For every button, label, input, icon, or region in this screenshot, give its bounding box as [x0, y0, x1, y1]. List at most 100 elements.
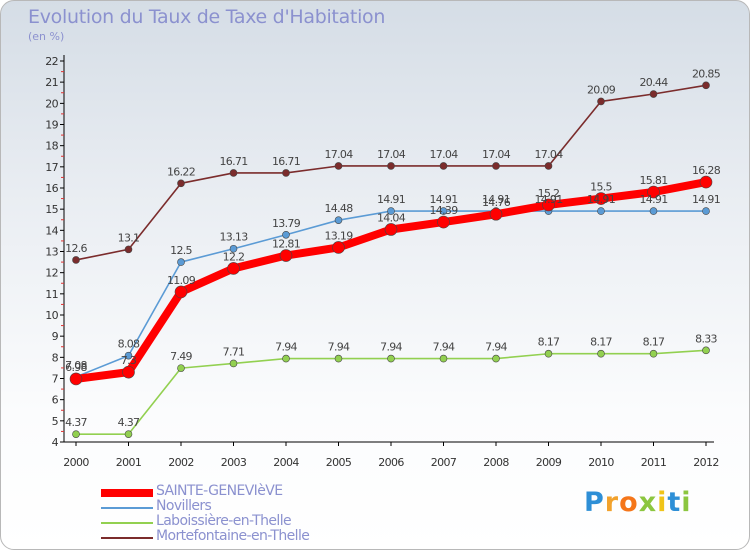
data-label: 14.91 [377, 193, 405, 206]
data-label: 14.91 [430, 193, 458, 206]
y-tick-label: 21 [45, 76, 58, 89]
y-tick-label: 15 [45, 203, 58, 216]
data-point [439, 207, 448, 215]
data-point [492, 162, 500, 170]
data-point [544, 162, 553, 170]
y-tick-label: 8 [52, 351, 59, 364]
data-label: 7.94 [485, 341, 507, 354]
data-label: 8.17 [590, 336, 612, 349]
data-label: 17.04 [377, 148, 406, 161]
x-tick-label: 2002 [168, 456, 194, 469]
data-point [332, 241, 345, 254]
data-label: 7.94 [328, 341, 350, 354]
data-point [384, 223, 398, 236]
data-label: 13.1 [118, 231, 140, 244]
data-label: 8.08 [118, 338, 140, 351]
data-point [437, 215, 450, 229]
data-label: 7.3 [121, 354, 137, 367]
data-label: 12.81 [272, 238, 300, 251]
data-point [229, 169, 238, 177]
logo-letter: i [681, 487, 692, 518]
logo-letter: t [667, 487, 682, 518]
data-point [282, 354, 290, 363]
data-point [282, 230, 290, 239]
legend-swatch [101, 507, 153, 509]
data-label: 14.39 [430, 204, 459, 217]
chart-title: Evolution du Taux de Taxe d'Habitation [28, 6, 386, 28]
data-label: 17.04 [430, 148, 459, 161]
y-tick-label: 17 [45, 161, 58, 174]
x-tick-label: 2012 [693, 456, 719, 469]
logo-letter: x [638, 487, 658, 518]
data-point [124, 351, 133, 360]
data-point [544, 349, 553, 358]
data-label: 7.08 [65, 359, 87, 372]
data-label: 4.37 [118, 416, 140, 429]
y-tick-label: 16 [45, 182, 58, 195]
data-label: 15.5 [590, 181, 612, 194]
data-point [124, 245, 133, 254]
data-label: 17.04 [535, 148, 564, 161]
data-label: 16.22 [167, 165, 195, 178]
x-tick-label: 2005 [326, 456, 352, 469]
data-label: 4.37 [65, 416, 87, 429]
x-tick-label: 2003 [221, 456, 247, 469]
data-point [597, 97, 605, 106]
data-label: 13.79 [272, 217, 301, 230]
x-tick-label: 2010 [588, 456, 614, 469]
x-tick-label: 2009 [536, 456, 562, 469]
data-point [334, 216, 343, 224]
data-label: 6.98 [65, 361, 87, 374]
y-tick-label: 22 [45, 55, 58, 68]
data-label: 14.91 [587, 193, 615, 206]
data-label: 7.94 [275, 341, 297, 354]
x-tick-label: 2006 [378, 456, 404, 469]
data-label: 17.04 [325, 148, 354, 161]
data-label: 16.71 [220, 155, 248, 168]
data-point [69, 372, 83, 386]
data-point [177, 258, 185, 266]
y-tick-label: 20 [45, 97, 58, 110]
data-label: 15.81 [640, 174, 668, 187]
axes: 4 5 6 7 8 9 10 11 12 13 14 15 16 17 18 19 20 21 22 2000 2001… [45, 55, 719, 469]
logo-letter: o [619, 487, 639, 518]
data-labels: 6.98 7.3 11.09 12.2 12.81 13.19 14.04 14.39 14.7… [65, 67, 721, 429]
y-tick-label: 18 [45, 140, 58, 153]
chart-unit: (en %) [28, 30, 65, 43]
data-point [72, 430, 80, 438]
data-label: 8.17 [538, 336, 560, 349]
data-point [489, 207, 503, 221]
y-tick-label: 13 [45, 246, 58, 259]
data-point [387, 162, 395, 170]
data-point [229, 244, 238, 253]
data-point [387, 207, 395, 215]
data-label: 8.33 [695, 332, 717, 345]
y-tick-label: 9 [52, 330, 59, 343]
data-label: 16.71 [272, 155, 300, 168]
data-label: 12.2 [223, 250, 245, 263]
data-label: 20.85 [692, 67, 721, 80]
data-point [647, 185, 660, 199]
legend-label: Mortefontaine-en-Thelle [156, 528, 310, 544]
y-tick-label: 7 [52, 373, 59, 386]
data-point [439, 162, 448, 170]
data-label: 14.91 [692, 193, 720, 206]
data-label: 14.48 [325, 202, 354, 215]
data-label: 13.13 [220, 231, 249, 244]
data-point [177, 179, 185, 188]
data-point [702, 346, 710, 355]
logo-letter: i [657, 487, 668, 518]
data-point [699, 175, 713, 189]
series-lines [69, 81, 713, 438]
data-point [122, 365, 135, 379]
logo-letter: r [604, 487, 620, 518]
data-point [334, 354, 343, 363]
x-tick-label: 2000 [63, 456, 89, 469]
x-tick-label: 2001 [116, 456, 142, 469]
data-label: 20.09 [587, 83, 616, 96]
legend-swatch [101, 522, 153, 524]
logo-letter: P [584, 487, 605, 518]
data-label: 20.44 [640, 76, 669, 89]
